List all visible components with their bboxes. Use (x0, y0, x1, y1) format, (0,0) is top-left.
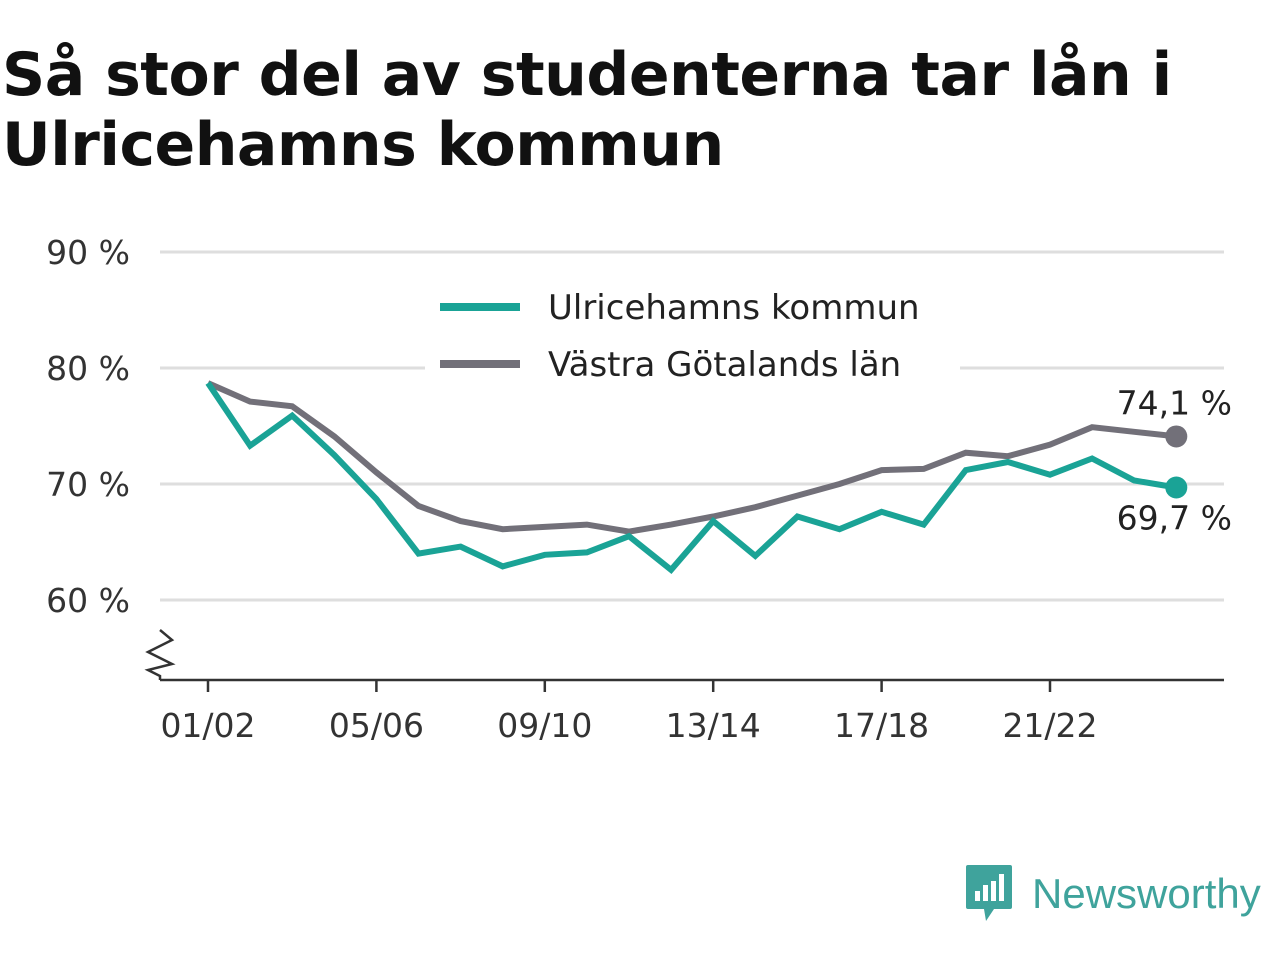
x-tick-label: 13/14 (666, 706, 761, 745)
x-tick-label: 01/02 (160, 706, 255, 745)
legend-label: Västra Götalands län (548, 345, 901, 385)
x-tick-label: 21/22 (1002, 706, 1097, 745)
brand-name: Newsworthy (1032, 870, 1261, 917)
series-line (205, 381, 1177, 574)
newsworthy-logo-icon (966, 865, 1012, 921)
axes (144, 629, 1224, 692)
series-lines (205, 380, 1188, 574)
x-tick-labels: 01/02 05/06 09/10 13/14 17/18 21/22 (160, 706, 1097, 745)
x-tick-label: 09/10 (497, 706, 592, 745)
x-tick-label: 05/06 (329, 706, 424, 745)
y-tick-label: 90 % (46, 233, 130, 272)
newsworthy-logo: Newsworthy (964, 862, 1261, 926)
legend-label: Ulricehamns kommun (548, 288, 920, 328)
end-labels: 69,7 % 74,1 % (1117, 383, 1232, 537)
y-tick-labels: 60 % 70 % 80 % 90 % (46, 233, 130, 620)
legend: Ulricehamns kommun Västra Götalands län (425, 282, 960, 390)
series-end-label: 69,7 % (1117, 498, 1232, 537)
legend-background (425, 282, 960, 390)
series-end-label: 74,1 % (1117, 383, 1232, 422)
x-tick-label: 17/18 (834, 706, 929, 745)
series-end-point (1165, 476, 1188, 499)
y-tick-label: 70 % (46, 465, 130, 504)
y-axis-break (144, 629, 176, 680)
y-tick-label: 60 % (46, 581, 130, 620)
series-line (206, 380, 1177, 535)
series-end-point (1165, 425, 1188, 448)
y-tick-label: 80 % (46, 349, 130, 388)
chart-title: Så stor del av studenterna tar lån i Ulr… (2, 40, 1172, 180)
